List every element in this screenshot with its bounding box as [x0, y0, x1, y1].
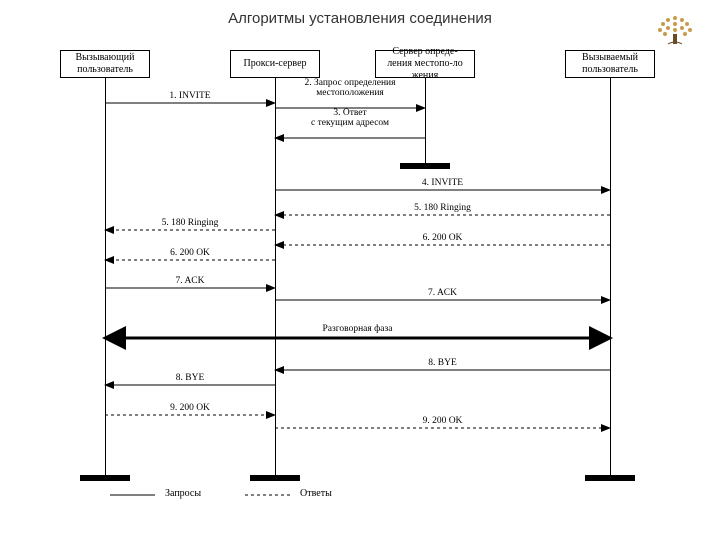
legend-solid-label: Запросы [165, 488, 201, 499]
lifeline-callee [610, 78, 611, 475]
actor-box-caller: Вызывающий пользователь [60, 50, 150, 78]
message-label: 6. 200 OK [100, 248, 280, 258]
actor-box-proxy: Прокси-сервер [230, 50, 320, 78]
message-label: 4. INVITE [353, 178, 533, 188]
legend-dashed-label: Ответы [300, 488, 332, 499]
actor-box-callee: Вызываемый пользователь [565, 50, 655, 78]
message-label: 3. Ответс текущим адресом [260, 108, 440, 129]
page-title: Алгоритмы установления соединения [0, 10, 720, 27]
message-label: 8. BYE [100, 373, 280, 383]
message-label: 6. 200 OK [353, 233, 533, 243]
sequence-diagram: Вызывающий пользователь Прокси-сервер Серв… [50, 50, 670, 520]
message-label: 5. 180 Ringing [353, 203, 533, 213]
message-label: 5. 180 Ringing [100, 218, 280, 228]
terminator-callee [585, 475, 635, 481]
message-label: 8. BYE [353, 358, 533, 368]
message-label: 7. ACK [353, 288, 533, 298]
terminator-caller [80, 475, 130, 481]
terminator-proxy [250, 475, 300, 481]
message-label: 9. 200 OK [353, 416, 533, 426]
message-label: 9. 200 OK [100, 403, 280, 413]
actor-box-locator: Сервер опреде-ления местопо-ложения [375, 50, 475, 78]
terminator-locator [400, 163, 450, 169]
message-label: 7. ACK [100, 276, 280, 286]
message-label: 2. Запрос определенияместоположения [260, 78, 440, 99]
conversation-phase-label: Разговорная фаза [278, 324, 438, 334]
tree-logo-icon [650, 8, 700, 48]
message-label: 1. INVITE [100, 91, 280, 101]
